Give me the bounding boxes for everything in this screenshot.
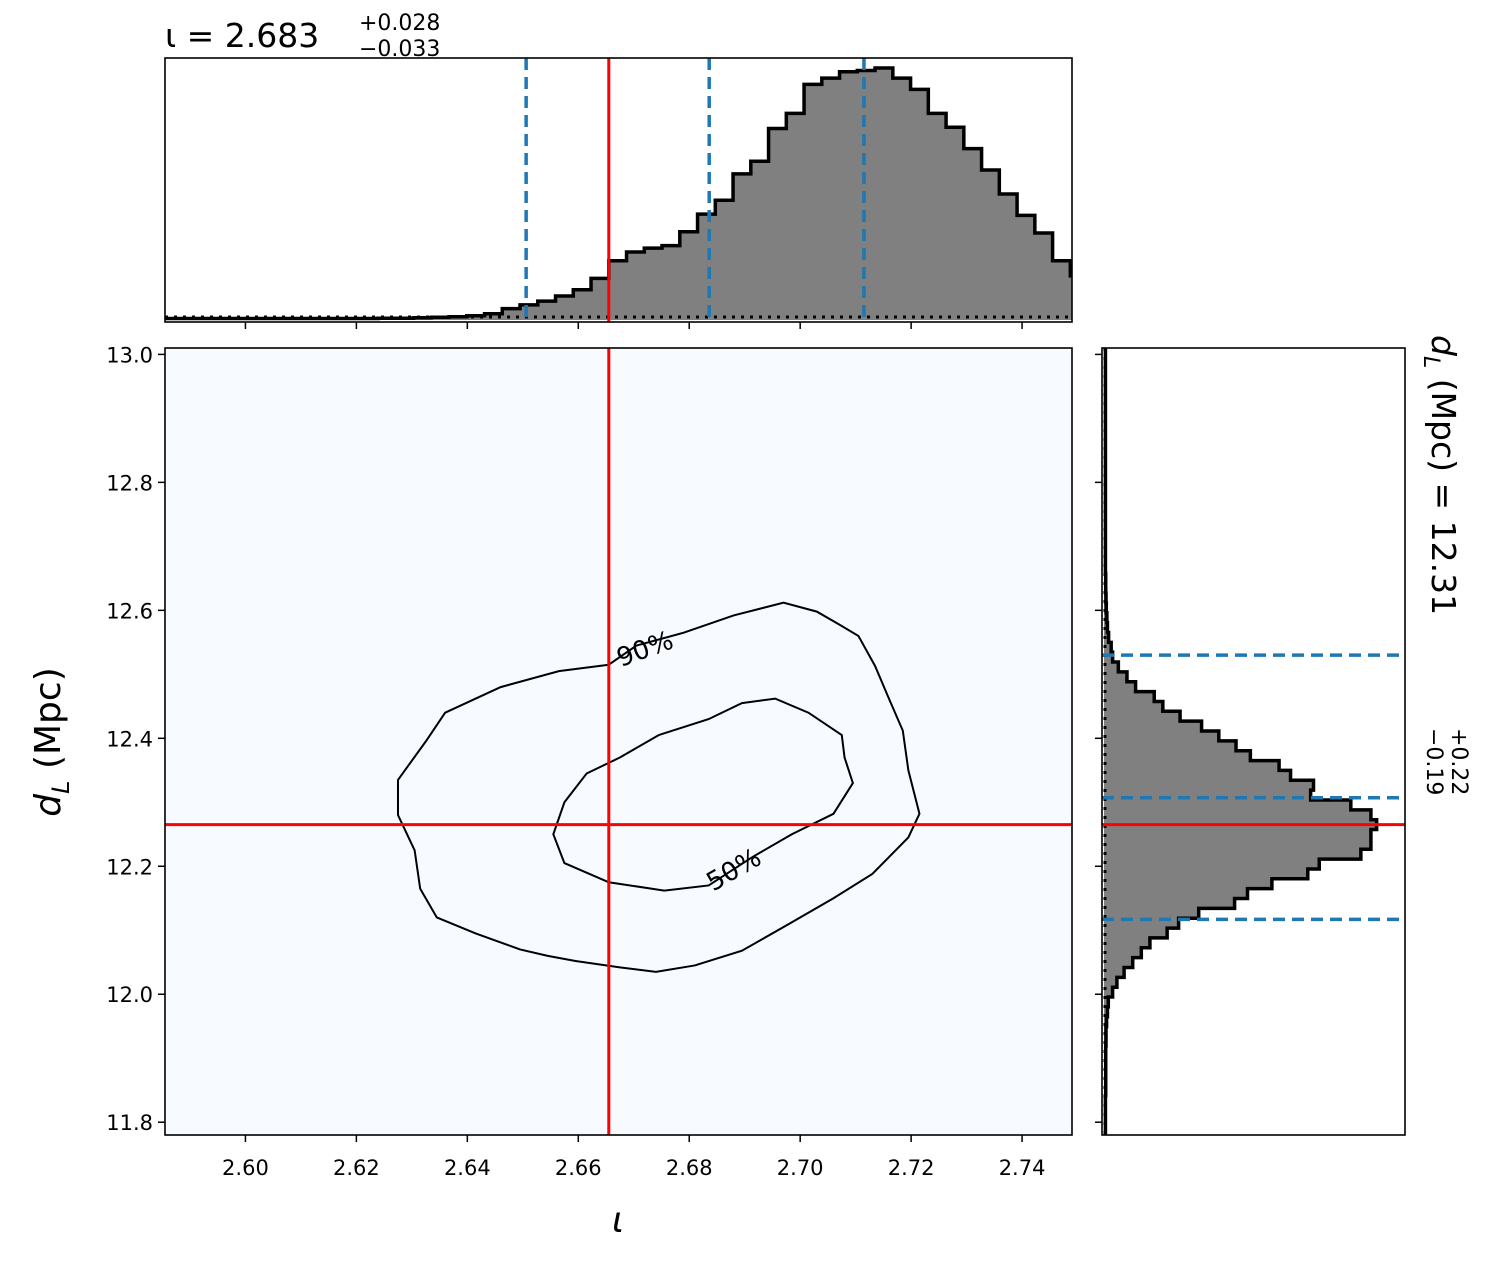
contour-90-line [396, 601, 921, 973]
xtick-label-2: 2.64 [444, 1156, 491, 1180]
top-histogram-fill [165, 68, 1072, 320]
xtick-label-5: 2.70 [777, 1156, 824, 1180]
xtick-label-3: 2.66 [555, 1156, 602, 1180]
xtick-label-4: 2.68 [666, 1156, 713, 1180]
ytick-label-1: 12.0 [106, 983, 153, 1007]
xtick-label-0: 2.60 [222, 1156, 269, 1180]
top-frame [164, 57, 1073, 323]
right-label-subval: −0.19 [1421, 728, 1446, 795]
top-title: ι = 2.683 [165, 16, 319, 55]
top-title-sub: −0.033 [359, 37, 440, 62]
marginal-top-panel: ι = 2.683 +0.028 −0.033 [164, 11, 1073, 329]
xtick-label-6: 2.72 [888, 1156, 935, 1180]
right-label: dL (Mpc) = 12.31 [1418, 335, 1463, 615]
marginal-right-panel: dL (Mpc) = 12.31 +0.22 −0.19 [1095, 335, 1471, 1136]
top-title-sup: +0.028 [359, 11, 440, 36]
ytick-label-3: 12.4 [106, 727, 153, 751]
right-histogram-fill [1104, 348, 1377, 1135]
ytick-label-6: 13.0 [106, 343, 153, 367]
xtick-label-1: 2.62 [333, 1156, 380, 1180]
joint-frame [164, 347, 1073, 1136]
xtick-label-7: 2.74 [999, 1156, 1046, 1180]
contour-50-line [552, 697, 854, 892]
joint-panel: 90%50% 2.60 2.62 2.64 2.66 2.68 2.70 2.72 2.74 … [28, 343, 1073, 1241]
ytick-label-5: 12.8 [106, 471, 153, 495]
ytick-label-2: 12.2 [106, 855, 153, 879]
right-frame [1101, 347, 1406, 1136]
top-histogram-step [165, 66, 1072, 321]
y-axis-label: dL (Mpc) [28, 667, 75, 816]
density-heatmap [449, 576, 962, 1016]
x-axis-label: ι [612, 1200, 624, 1241]
ytick-label-0: 11.8 [106, 1111, 153, 1135]
right-label-sup: +0.22 [1446, 728, 1471, 795]
ytick-label-4: 12.6 [106, 599, 153, 623]
